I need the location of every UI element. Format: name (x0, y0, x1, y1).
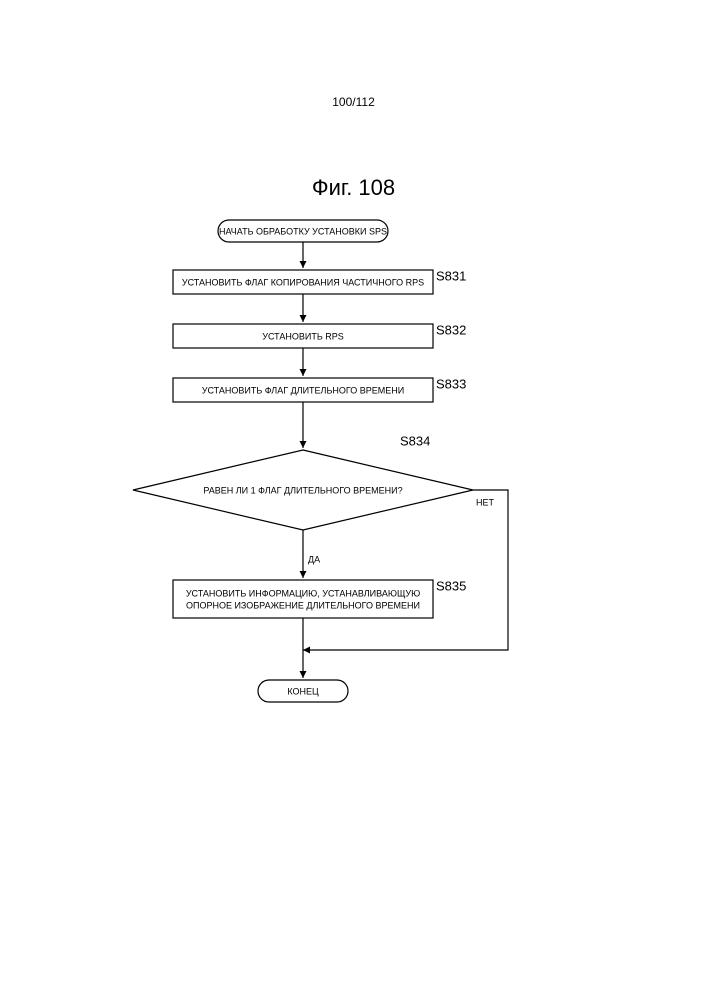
edge-s834-no (303, 490, 508, 650)
s835-line2: ОПОРНОЕ ИЗОБРАЖЕНИЕ ДЛИТЕЛЬНОГО ВРЕМЕНИ (186, 600, 420, 610)
s833-label: УСТАНОВИТЬ ФЛАГ ДЛИТЕЛЬНОГО ВРЕМЕНИ (202, 385, 404, 395)
s834-label: РАВЕН ЛИ 1 ФЛАГ ДЛИТЕЛЬНОГО ВРЕМЕНИ? (203, 485, 402, 495)
s834-step: S834 (400, 433, 430, 448)
branch-no: НЕТ (476, 497, 495, 507)
flowchart-svg: НАЧАТЬ ОБРАБОТКУ УСТАНОВКИ SPS УСТАНОВИТ… (0, 210, 707, 770)
node-s833: УСТАНОВИТЬ ФЛАГ ДЛИТЕЛЬНОГО ВРЕМЕНИ S833 (173, 376, 466, 402)
node-s832: УСТАНОВИТЬ RPS S832 (173, 322, 466, 348)
s832-label: УСТАНОВИТЬ RPS (262, 331, 344, 341)
node-start: НАЧАТЬ ОБРАБОТКУ УСТАНОВКИ SPS (218, 220, 388, 242)
figure-title: Фиг. 108 (312, 175, 395, 201)
node-s831: УСТАНОВИТЬ ФЛАГ КОПИРОВАНИЯ ЧАСТИЧНОГО R… (173, 268, 466, 294)
s831-step: S831 (436, 268, 466, 283)
end-label: КОНЕЦ (287, 686, 319, 696)
s832-step: S832 (436, 322, 466, 337)
start-label: НАЧАТЬ ОБРАБОТКУ УСТАНОВКИ SPS (219, 226, 387, 236)
s835-line1: УСТАНОВИТЬ ИНФОРМАЦИЮ, УСТАНАВЛИВАЮЩУЮ (186, 588, 420, 598)
page-number: 100/112 (332, 95, 375, 109)
branch-yes: ДА (308, 554, 320, 564)
node-s835: УСТАНОВИТЬ ИНФОРМАЦИЮ, УСТАНАВЛИВАЮЩУЮ О… (173, 578, 466, 618)
s831-label: УСТАНОВИТЬ ФЛАГ КОПИРОВАНИЯ ЧАСТИЧНОГО R… (182, 277, 424, 287)
node-end: КОНЕЦ (258, 680, 348, 702)
s835-step: S835 (436, 578, 466, 593)
s833-step: S833 (436, 376, 466, 391)
